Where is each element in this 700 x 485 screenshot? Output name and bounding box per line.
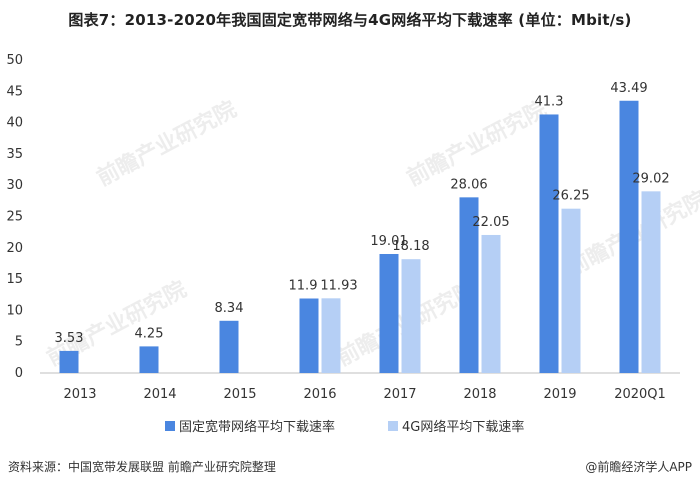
bar-fixed-broadband — [299, 298, 319, 373]
bar-fixed-broadband — [139, 346, 159, 373]
bar-fixed-broadband — [59, 350, 79, 373]
bar-fixed-broadband — [539, 114, 559, 373]
y-tick-label: 30 — [6, 178, 23, 193]
data-label: 29.02 — [632, 171, 669, 186]
legend: 固定宽带网络平均下载速率 4G网络平均下载速率 — [165, 419, 524, 435]
bar-4g — [481, 234, 501, 373]
x-tick-label: 2015 — [223, 387, 256, 402]
x-axis: 2013 2014 2015 2016 2017 2018 2019 2020Q1 — [40, 372, 680, 402]
y-axis: 0 5 10 15 20 25 30 35 40 45 50 — [6, 53, 23, 381]
x-tick-label: 2014 — [143, 387, 176, 402]
x-tick-label: 2016 — [303, 387, 336, 402]
legend-4g-label: 4G网络平均下载速率 — [402, 419, 524, 435]
x-tick-label: 2018 — [463, 387, 496, 402]
y-tick-label: 15 — [6, 272, 23, 287]
y-tick-label: 45 — [6, 84, 23, 99]
data-label: 11.9 — [289, 279, 318, 294]
bar-4g — [401, 259, 421, 373]
x-tick-label: 2020Q1 — [614, 387, 666, 402]
y-tick-label: 5 — [15, 335, 23, 350]
y-tick-label: 20 — [6, 241, 23, 256]
y-tick-label: 0 — [15, 366, 23, 381]
bar-4g — [321, 298, 341, 373]
bar-4g — [561, 208, 581, 373]
legend-fixed-broadband-label: 固定宽带网络平均下载速率 — [179, 419, 335, 435]
bar-fixed-broadband — [619, 100, 639, 374]
y-tick-label: 10 — [6, 303, 23, 318]
brand-credit: @前瞻经济学人APP — [585, 460, 692, 474]
data-label: 22.05 — [472, 215, 509, 230]
data-label: 18.18 — [392, 239, 429, 254]
y-tick-label: 50 — [6, 53, 23, 68]
legend-4g-swatch — [388, 421, 398, 431]
data-label: 28.06 — [450, 177, 487, 192]
data-label: 4.25 — [135, 326, 164, 341]
data-label: 8.34 — [215, 301, 244, 316]
bar-4g — [641, 191, 661, 373]
y-tick-label: 25 — [6, 210, 23, 225]
data-label: 19.01 — [370, 234, 407, 249]
data-label: 41.3 — [535, 94, 564, 109]
bar-fixed-broadband — [219, 320, 239, 373]
watermark-text: 前瞻产业研究院 — [93, 96, 241, 191]
data-label: 26.25 — [552, 189, 589, 204]
x-tick-label: 2013 — [63, 387, 96, 402]
data-label: 43.49 — [610, 81, 647, 96]
legend-fixed-broadband-swatch — [165, 421, 175, 431]
bar-fixed-broadband — [459, 197, 479, 373]
data-label: 11.93 — [320, 278, 357, 293]
y-tick-label: 35 — [6, 147, 23, 162]
data-label: 3.53 — [55, 331, 84, 346]
bar-fixed-broadband — [379, 253, 399, 373]
y-tick-label: 40 — [6, 116, 23, 131]
x-tick-label: 2017 — [383, 387, 416, 402]
chart-title: 图表7：2013-2020年我国固定宽带网络与4G网络平均下载速率 (单位：Mb… — [68, 11, 632, 29]
x-tick-label: 2019 — [543, 387, 576, 402]
source-note: 资料来源：中国宽带发展联盟 前瞻产业研究院整理 — [8, 460, 276, 474]
